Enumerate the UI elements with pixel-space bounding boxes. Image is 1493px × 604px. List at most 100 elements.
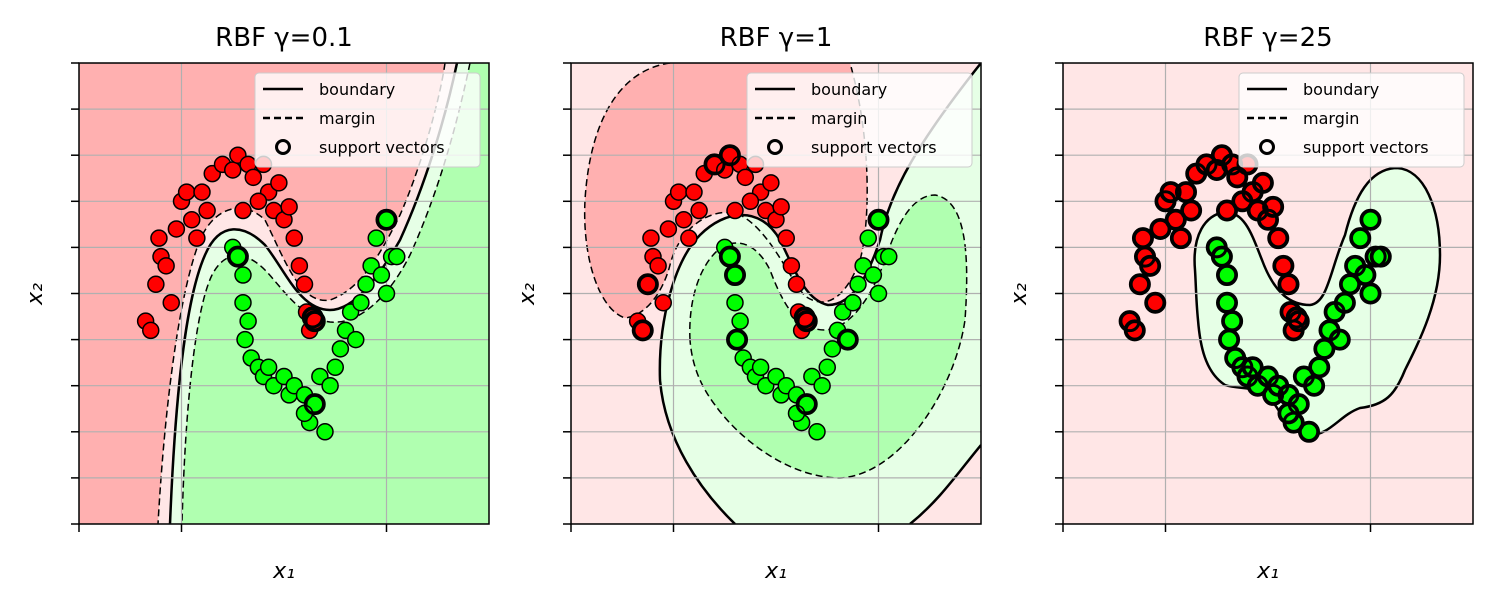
x-axis-label: x₁: [764, 559, 787, 584]
data-point-class-a: [1146, 293, 1164, 312]
data-point-class-b: [1223, 312, 1241, 330]
data-point-class-b: [326, 358, 344, 377]
support-vector-marker: [724, 264, 746, 287]
support-vector-marker: [795, 393, 818, 416]
data-point-class-a: [234, 201, 252, 220]
support-vector-marker: [636, 273, 659, 296]
margin-line-lower: [181, 63, 471, 524]
panel-gamma-0-1: RBF γ=0.1 boundary margin support vector…: [23, 23, 490, 584]
support-vector-marker: [1359, 208, 1382, 231]
support-vector-marker: [1144, 291, 1167, 314]
data-point-class-b: [808, 423, 826, 441]
data-point-class-a: [649, 257, 667, 275]
panel-gamma-25: RBF γ=25 boundary margin support vectors…: [1007, 23, 1474, 584]
data-point-class-b: [357, 275, 375, 294]
data-point-class-a: [142, 321, 160, 340]
data-point-class-a: [1279, 275, 1298, 294]
legend: boundary margin support vectors: [746, 72, 973, 168]
y-axis-label: x₂: [23, 283, 48, 306]
data-point-class-a: [1131, 275, 1149, 294]
data-point-class-a: [782, 257, 801, 275]
data-point-class-a: [736, 168, 754, 187]
support-vector-marker: [1277, 273, 1300, 296]
data-point-class-a: [290, 257, 309, 275]
data-point-class-b: [869, 284, 888, 303]
support-vector-marker: [795, 310, 818, 333]
data-point-class-a: [690, 201, 708, 220]
support-vector-marker: [1251, 171, 1274, 194]
data-point-class-a: [249, 192, 268, 211]
legend-support-vector-marker: [767, 139, 783, 155]
support-vector-marker: [631, 319, 654, 342]
x-axis-label: x₁: [1256, 559, 1279, 584]
data-point-class-b: [352, 293, 370, 312]
data-point-class-a: [1274, 257, 1293, 275]
data-point-class-b: [372, 266, 391, 284]
support-vector-marker: [226, 245, 249, 268]
data-point-class-a: [285, 229, 303, 247]
support-vector-marker: [1123, 319, 1146, 342]
x-axis-label: x₁: [272, 559, 295, 584]
data-point-class-a: [167, 220, 186, 238]
support-vector-marker: [1216, 264, 1238, 287]
data-point-class-a: [685, 183, 703, 201]
data-point-class-a: [1269, 229, 1287, 247]
support-vector-marker: [1369, 245, 1392, 268]
data-point-class-b: [321, 376, 339, 395]
data-points: [1118, 144, 1392, 443]
data-point-class-a: [659, 220, 678, 238]
legend: boundary margin support vectors: [1238, 72, 1465, 168]
support-vector-marker: [1128, 273, 1151, 296]
data-point-class-b: [864, 266, 883, 284]
support-vector-marker: [1216, 199, 1238, 222]
support-vector-marker: [718, 144, 741, 167]
panel-title: RBF γ=0.1: [215, 23, 353, 53]
region-green-strong: [689, 195, 967, 478]
data-point-class-a: [150, 229, 168, 247]
data-point-class-b: [880, 247, 898, 266]
data-point-class-a: [675, 210, 693, 229]
data-point-class-a: [193, 183, 211, 201]
data-point-class-a: [198, 201, 216, 220]
data-point-class-b: [1220, 330, 1238, 349]
data-point-class-b: [259, 358, 278, 377]
data-point-class-b: [1218, 293, 1236, 312]
data-point-class-b: [239, 312, 257, 330]
data-point-class-a: [147, 275, 165, 294]
support-vector-marker: [1287, 310, 1310, 333]
data-point-class-a: [634, 321, 652, 340]
data-point-class-b: [1361, 284, 1380, 303]
data-point-class-a: [1134, 229, 1152, 247]
data-point-class-a: [188, 229, 206, 247]
data-point-class-a: [162, 293, 180, 312]
support-vector-marker: [1349, 227, 1372, 250]
support-vector-marker: [375, 208, 398, 231]
data-point-class-a: [680, 229, 698, 247]
support-vector-marker: [303, 393, 326, 416]
support-vector-marker: [1159, 181, 1182, 204]
legend-box: [254, 72, 481, 168]
data-point-class-b: [844, 293, 862, 312]
data-point-class-a: [183, 210, 201, 229]
support-vector-marker: [1257, 208, 1279, 231]
data-point-class-b: [859, 229, 877, 247]
data-point-class-a: [639, 275, 657, 294]
legend-boundary-label: boundary: [811, 80, 887, 99]
data-point-class-a: [270, 174, 288, 192]
data-point-class-b: [1361, 210, 1380, 229]
legend-box: [1238, 72, 1465, 168]
legend-support-vectors-label: support vectors: [811, 138, 937, 157]
data-point-class-a: [741, 192, 760, 211]
grid: [79, 63, 489, 524]
data-point-class-a: [654, 293, 672, 312]
support-vector-marker: [1277, 402, 1300, 425]
legend-support-vector-marker: [1259, 139, 1275, 155]
support-vector-marker: [1241, 356, 1264, 379]
data-point-class-b: [316, 423, 334, 441]
support-vector-marker: [726, 328, 749, 351]
legend-boundary-label: boundary: [1303, 80, 1379, 99]
support-vector-marker: [1139, 254, 1162, 277]
data-point-class-a: [224, 161, 242, 179]
data-point-class-b: [347, 330, 365, 349]
